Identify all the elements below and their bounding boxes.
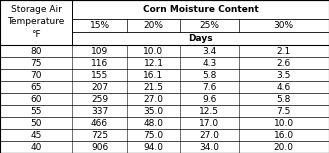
Text: 5.8: 5.8 (277, 95, 291, 104)
Text: 3.5: 3.5 (277, 71, 291, 80)
Text: 12.5: 12.5 (199, 106, 219, 116)
Text: 25%: 25% (199, 21, 219, 30)
Text: 155: 155 (91, 71, 108, 80)
Text: 30%: 30% (274, 21, 294, 30)
Text: 4.3: 4.3 (202, 59, 216, 68)
Text: 20%: 20% (143, 21, 164, 30)
Text: 80: 80 (31, 47, 42, 56)
Text: 116: 116 (91, 59, 108, 68)
Text: 34.0: 34.0 (199, 142, 219, 151)
Text: 16.1: 16.1 (143, 71, 164, 80)
Text: 466: 466 (91, 119, 108, 128)
Text: 207: 207 (91, 83, 108, 92)
Text: °F: °F (31, 30, 41, 39)
Text: 75: 75 (31, 59, 42, 68)
Text: 27.0: 27.0 (143, 95, 164, 104)
Text: 3.4: 3.4 (202, 47, 216, 56)
Text: 75.0: 75.0 (143, 131, 164, 140)
Text: 35.0: 35.0 (143, 106, 164, 116)
Text: 15%: 15% (89, 21, 110, 30)
Text: 65: 65 (31, 83, 42, 92)
Text: 50: 50 (31, 119, 42, 128)
Text: 109: 109 (91, 47, 108, 56)
Text: 9.6: 9.6 (202, 95, 216, 104)
Text: Corn Moisture Content: Corn Moisture Content (143, 5, 259, 14)
Text: 259: 259 (91, 95, 108, 104)
Text: 60: 60 (31, 95, 42, 104)
Text: 40: 40 (31, 142, 42, 151)
Text: 21.5: 21.5 (143, 83, 164, 92)
Text: 55: 55 (31, 106, 42, 116)
Text: 5.8: 5.8 (202, 71, 216, 80)
Text: 94.0: 94.0 (143, 142, 164, 151)
Text: Temperature: Temperature (8, 17, 65, 26)
Text: 7.5: 7.5 (277, 106, 291, 116)
Text: 7.6: 7.6 (202, 83, 216, 92)
Text: 906: 906 (91, 142, 108, 151)
Text: 2.6: 2.6 (277, 59, 291, 68)
Text: 16.0: 16.0 (274, 131, 294, 140)
Text: Storage Air: Storage Air (11, 5, 62, 13)
Text: Days: Days (189, 34, 213, 43)
Text: 17.0: 17.0 (199, 119, 219, 128)
Text: 337: 337 (91, 106, 108, 116)
Text: 27.0: 27.0 (199, 131, 219, 140)
Text: 48.0: 48.0 (143, 119, 164, 128)
Text: 10.0: 10.0 (143, 47, 164, 56)
Text: 2.1: 2.1 (277, 47, 291, 56)
Text: 725: 725 (91, 131, 108, 140)
Text: 20.0: 20.0 (274, 142, 294, 151)
Text: 10.0: 10.0 (274, 119, 294, 128)
Text: 4.6: 4.6 (277, 83, 291, 92)
Text: 70: 70 (31, 71, 42, 80)
Text: 45: 45 (31, 131, 42, 140)
Text: 12.1: 12.1 (143, 59, 164, 68)
